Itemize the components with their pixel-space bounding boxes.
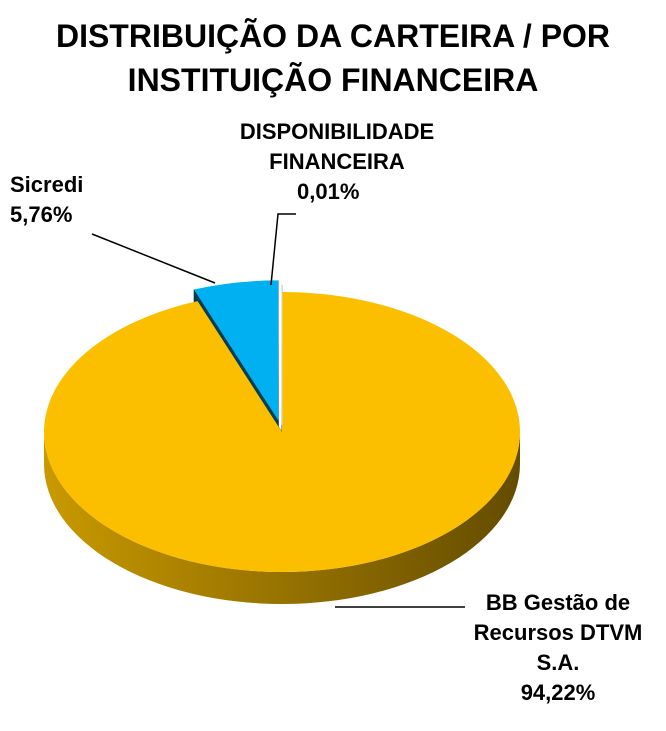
leader-line — [91, 233, 216, 284]
value-label: 5,76% — [10, 202, 73, 227]
value-label: 0,01% — [297, 179, 360, 204]
pie-slice — [193, 280, 279, 421]
category-label: DISPONIBILIDADE FINANCEIRA — [239, 119, 435, 174]
chart-title: DISTRIBUIÇÃO DA CARTEIRA / POR INSTITUIÇ… — [55, 18, 611, 98]
data-label: DISPONIBILIDADE FINANCEIRA 0,01% — [233, 117, 441, 207]
slice-wall — [44, 432, 520, 604]
category-label: BB Gestão de Recursos DTVM S.A. — [473, 590, 643, 675]
data-label: BB Gestão de Recursos DTVM S.A. 94,22% — [458, 588, 658, 708]
data-label: Sicredi 5,76% — [10, 170, 130, 230]
pie-slice — [43, 292, 520, 572]
category-label: Sicredi — [10, 172, 84, 197]
leader-line — [270, 213, 296, 286]
value-label: 94,22% — [520, 680, 596, 705]
